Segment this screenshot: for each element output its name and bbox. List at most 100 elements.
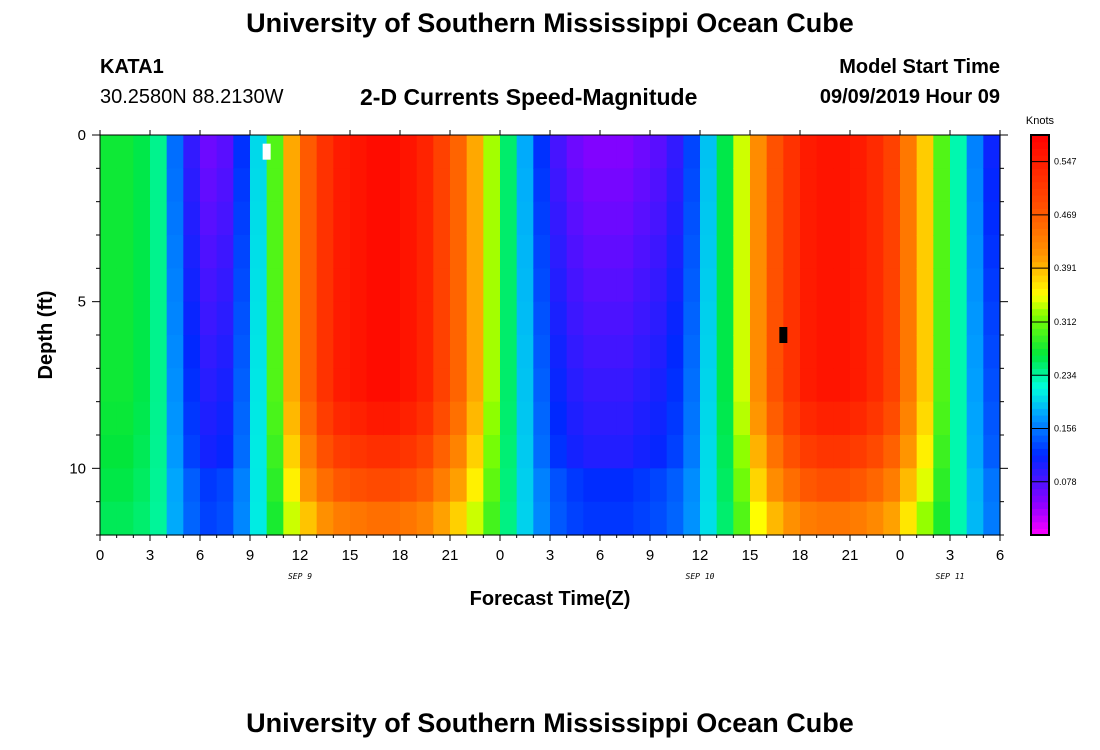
heatmap-cell xyxy=(366,501,384,536)
heatmap-cell xyxy=(533,335,551,369)
heatmap-cell xyxy=(450,201,468,236)
heatmap-cell xyxy=(250,268,268,303)
heatmap-cell xyxy=(550,135,568,169)
colorbar-segment xyxy=(1031,161,1049,169)
heatmap-cell xyxy=(416,135,434,169)
heatmap-cell xyxy=(716,268,734,303)
heatmap-cell xyxy=(983,168,1001,203)
heatmap-cell xyxy=(466,368,484,403)
y-tick-label: 5 xyxy=(78,294,86,311)
heatmap-cell xyxy=(666,201,684,236)
heatmap-cell xyxy=(516,501,534,536)
heatmap-cell xyxy=(100,235,118,269)
colorbar-segment xyxy=(1031,355,1049,363)
heatmap-cell xyxy=(550,168,568,203)
heatmap-cell xyxy=(783,368,801,403)
heatmap-cell xyxy=(233,401,251,436)
heatmap-cell xyxy=(583,435,601,469)
heatmap-cell xyxy=(450,301,468,336)
heatmap-cell xyxy=(383,368,401,403)
heatmap-cell xyxy=(950,135,968,169)
heatmap-cell xyxy=(466,301,484,336)
heatmap-cell xyxy=(800,301,818,336)
heatmap-cell xyxy=(900,201,918,236)
heatmap-cell xyxy=(866,468,884,503)
heatmap-cell xyxy=(200,168,218,203)
heatmap-cell xyxy=(200,235,218,269)
heatmap-cell xyxy=(783,135,801,169)
heatmap-cell xyxy=(483,335,501,369)
heatmap-cell xyxy=(616,268,634,303)
heatmap-cell xyxy=(700,268,718,303)
heatmap-cell xyxy=(700,235,718,269)
heatmap-cell xyxy=(133,368,151,403)
heatmap-cell xyxy=(233,468,251,503)
heatmap-cell xyxy=(850,135,868,169)
heatmap-cell xyxy=(733,201,751,236)
heatmap-cell xyxy=(850,201,868,236)
heatmap-cell xyxy=(216,368,234,403)
model-start-value: 09/09/2019 Hour 09 xyxy=(819,86,1000,108)
heatmap-cell xyxy=(133,401,151,436)
heatmap-cell xyxy=(200,135,218,169)
heatmap-cell xyxy=(316,401,334,436)
heatmap-cell xyxy=(733,335,751,369)
heatmap-cell xyxy=(966,268,984,303)
heatmap-cell xyxy=(916,301,934,336)
heatmap-cell xyxy=(483,301,501,336)
heatmap-cell xyxy=(266,468,284,503)
heatmap-cell xyxy=(150,201,168,236)
heatmap-cell xyxy=(450,235,468,269)
heatmap-cell xyxy=(250,135,268,169)
colorbar-segment xyxy=(1031,495,1049,503)
heatmap-cell xyxy=(166,368,184,403)
heatmap-cell xyxy=(366,368,384,403)
heatmap-cell xyxy=(566,301,584,336)
heatmap-cell xyxy=(133,135,151,169)
heatmap-cell xyxy=(100,135,118,169)
heatmap-cell xyxy=(183,401,201,436)
heatmap-cell xyxy=(883,168,901,203)
heatmap-cell xyxy=(116,235,134,269)
heatmap-cell xyxy=(733,501,751,536)
heatmap-cell xyxy=(683,135,701,169)
heatmap-cell xyxy=(233,235,251,269)
heatmap-cell xyxy=(400,368,418,403)
heatmap-cell xyxy=(266,368,284,403)
colorbar-segment xyxy=(1031,301,1049,309)
heatmap-cell xyxy=(766,201,784,236)
heatmap-cell xyxy=(266,201,284,236)
heatmap-cell xyxy=(633,268,651,303)
heatmap-cell xyxy=(600,301,618,336)
heatmap-cell xyxy=(600,235,618,269)
heatmap-cell xyxy=(950,401,968,436)
heatmap-cell xyxy=(183,501,201,536)
heatmap-cell xyxy=(566,468,584,503)
heatmap-cell xyxy=(433,301,451,336)
heatmap-cell xyxy=(433,501,451,536)
heatmap-cell xyxy=(383,235,401,269)
heatmap-cell xyxy=(616,501,634,536)
y-tick-label: 0 xyxy=(78,127,86,144)
heatmap-cell xyxy=(416,201,434,236)
heatmap-cell xyxy=(483,468,501,503)
heatmap-cell xyxy=(216,268,234,303)
colorbar-segment xyxy=(1031,248,1049,256)
heatmap-cell xyxy=(783,501,801,536)
heatmap-cell xyxy=(766,135,784,169)
heatmap-cell xyxy=(866,401,884,436)
heatmap-cell xyxy=(616,201,634,236)
heatmap-cell xyxy=(100,501,118,536)
heatmap-cell xyxy=(800,468,818,503)
heatmap-cell xyxy=(300,401,318,436)
heatmap-cell xyxy=(233,368,251,403)
heatmap-cell xyxy=(316,268,334,303)
station-id: KATA1 xyxy=(100,56,164,78)
heatmap-cell xyxy=(250,301,268,336)
heatmap-cell xyxy=(366,335,384,369)
heatmap-cell xyxy=(833,168,851,203)
heatmap-cell xyxy=(366,201,384,236)
heatmap-cell xyxy=(366,301,384,336)
heatmap-cell xyxy=(250,168,268,203)
heatmap-cell xyxy=(266,301,284,336)
